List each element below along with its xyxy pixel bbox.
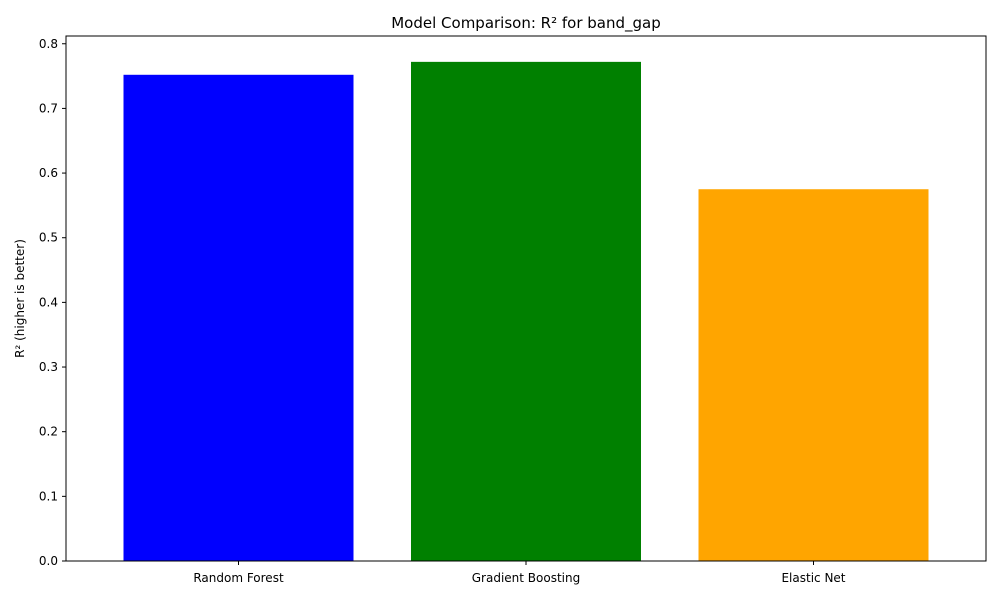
plot-frame: [65, 35, 987, 562]
y-tick-label: 0.8: [39, 37, 58, 51]
bar-gradient-boosting: [411, 61, 641, 562]
y-tick-label: 0.5: [39, 231, 58, 245]
y-tick-label: 0.7: [39, 101, 58, 115]
y-tick-label: 0.0: [39, 554, 58, 568]
y-tick-label: 0.1: [39, 489, 58, 503]
y-axis-title: R² (higher is better): [13, 239, 27, 358]
y-tick-label: 0.3: [39, 360, 58, 374]
y-tick-label: 0.6: [39, 166, 58, 180]
chart-title: Model Comparison: R² for band_gap: [391, 14, 661, 33]
y-tick-label: 0.4: [39, 295, 58, 309]
bar-elastic-net: [698, 189, 929, 562]
x-tick-label: Random Forest: [193, 571, 284, 585]
x-tick-label: Elastic Net: [781, 571, 845, 585]
x-ticks-group: Random Forest Gradient Boosting Elastic Ne…: [193, 561, 846, 585]
x-tick-label: Gradient Boosting: [472, 571, 580, 585]
bars-group: [123, 61, 929, 562]
y-ticks-group: 0.0 0.1 0.2 0.3 0.4 0.5 0.6 0.7 0.8: [39, 37, 66, 568]
y-tick-label: 0.2: [39, 425, 58, 439]
bar-random-forest: [123, 74, 354, 561]
